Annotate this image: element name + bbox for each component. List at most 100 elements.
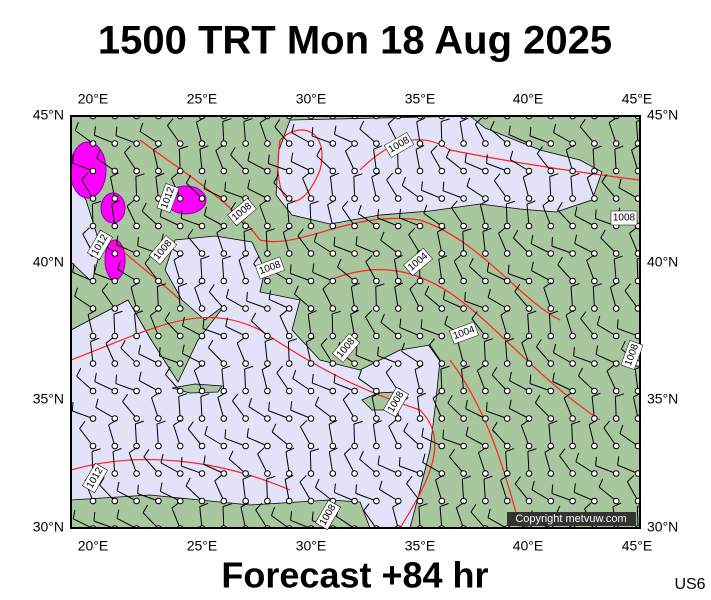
barb-staff	[287, 341, 290, 364]
barb-station	[198, 332, 206, 340]
barb-station	[482, 277, 489, 285]
barb-staff	[355, 492, 377, 502]
barb-staff	[487, 297, 508, 309]
barb-flag	[485, 402, 488, 412]
barb-station	[503, 387, 511, 395]
lon-label: 45°E	[622, 91, 653, 107]
barb-staff	[200, 259, 203, 282]
lat-label: 45°N	[33, 107, 64, 123]
barb-flag	[314, 396, 320, 406]
barb-staff	[329, 176, 334, 199]
barb-staff	[535, 402, 552, 419]
barb-flag	[246, 428, 249, 438]
barb-station	[220, 415, 228, 422]
barb-station	[220, 140, 228, 147]
barb-flag	[399, 208, 401, 218]
barb-flag	[117, 260, 121, 270]
barb-flag	[470, 504, 477, 513]
barb-station	[176, 140, 184, 147]
barb-station	[329, 387, 337, 395]
barb-flag	[552, 372, 555, 382]
barb-staff	[629, 233, 639, 254]
barb-station	[569, 442, 576, 450]
barb-station	[503, 442, 511, 450]
barb-flag	[636, 257, 640, 260]
barb-station	[525, 222, 533, 230]
barb-station	[612, 305, 620, 312]
barb-flag	[435, 474, 444, 481]
barb-station	[634, 195, 640, 202]
barb-staff	[549, 176, 552, 199]
barb-station	[176, 277, 184, 285]
barb-staff	[514, 291, 530, 309]
barb-staff	[116, 518, 137, 528]
barb-station	[416, 387, 424, 395]
barb-staff	[353, 116, 355, 117]
barb-station	[460, 277, 467, 285]
barb-staff	[573, 491, 595, 502]
barb-staff	[182, 325, 203, 337]
barb-flag	[345, 144, 353, 152]
barb-station	[329, 442, 337, 450]
barb-staff	[428, 345, 443, 364]
barb-flag	[365, 255, 373, 263]
barb-flag	[570, 173, 580, 178]
barb-station	[307, 470, 315, 477]
barb-flag	[542, 199, 551, 206]
barb-staff	[416, 121, 421, 144]
barb-staff	[135, 116, 137, 117]
barb-staff	[305, 341, 312, 364]
barb-staff	[553, 352, 573, 364]
contour-label-box	[383, 386, 409, 418]
barb-station	[242, 442, 249, 450]
barb-station	[307, 360, 315, 367]
barb-flag	[451, 200, 458, 208]
barb-staff	[353, 176, 356, 199]
barb-station	[460, 140, 467, 147]
barb-flag	[273, 174, 279, 184]
barb-flag	[203, 206, 207, 216]
contour-label-group: 1008	[620, 340, 644, 370]
barb-staff	[371, 396, 377, 419]
barb-flag	[153, 144, 162, 151]
barb-flag	[386, 172, 394, 181]
barb-staff	[222, 121, 225, 144]
barb-flag	[164, 312, 171, 321]
barb-flag	[171, 172, 179, 179]
barb-staff	[343, 453, 356, 474]
barb-staff	[440, 121, 443, 144]
barb-flag	[333, 236, 336, 246]
barb-flag	[180, 209, 183, 219]
barb-staff	[462, 231, 465, 254]
barb-station	[547, 222, 555, 230]
barb-flag	[93, 126, 96, 136]
contour-label-box	[255, 256, 285, 280]
barb-station	[307, 387, 315, 395]
barb-flag	[549, 173, 559, 178]
barb-station	[329, 415, 337, 422]
barb-flag	[356, 99, 357, 108]
barb-flag	[230, 201, 237, 210]
barb-staff	[591, 396, 595, 419]
barb-staff	[357, 213, 377, 227]
barb-flag	[268, 290, 272, 300]
barb-flag	[580, 311, 587, 320]
barb-station	[329, 277, 337, 285]
barb-station	[329, 305, 337, 312]
barb-flag	[353, 173, 363, 177]
barb-flag	[353, 420, 363, 425]
barb-staff	[505, 203, 508, 227]
barb-station	[569, 470, 576, 477]
barb-flag	[570, 283, 580, 288]
barb-flag	[239, 90, 247, 95]
copyright: Copyright metvuw.com	[515, 513, 626, 525]
barb-staff	[579, 126, 595, 144]
barb-staff	[474, 123, 486, 144]
barb-staff	[565, 314, 574, 337]
barb-station	[612, 497, 620, 505]
barb-station	[176, 470, 184, 477]
barb-flag	[514, 476, 521, 485]
barb-station	[89, 442, 97, 450]
barb-flag	[178, 393, 188, 398]
barb-flag	[204, 425, 208, 435]
